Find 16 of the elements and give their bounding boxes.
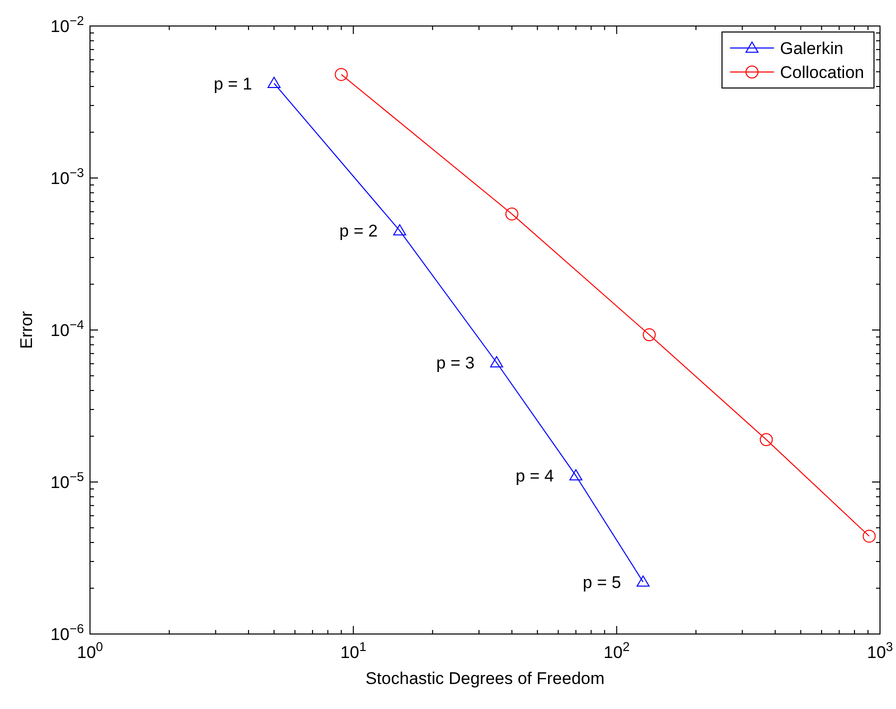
x-tick-label: 10$^{1}$ [340,638,366,662]
x-axis-title: Stochastic Degrees of Freedom [365,669,605,688]
annotation: p = 4 [516,466,554,486]
y-tick-label: 10$^{−2}$ [50,12,84,36]
legend-label: Collocation [780,63,864,82]
y-tick-label: 10$^{−5}$ [50,468,84,492]
annotation: p = 2 [339,222,378,241]
x-tick-label: 10$^{3}$ [866,638,894,662]
annotation: p = 5 [582,572,622,592]
y-tick-label: 10$^{−4}$ [50,316,84,340]
annotation: p = 3 [436,354,475,373]
legend-label: Galerkin [780,39,844,58]
y-tick-label: 10$^{−3}$ [50,164,84,188]
y-axis-title: Error [17,310,36,349]
annotation: p = 1 [214,74,252,94]
x-tick-label: 10$^{2}$ [604,638,630,662]
